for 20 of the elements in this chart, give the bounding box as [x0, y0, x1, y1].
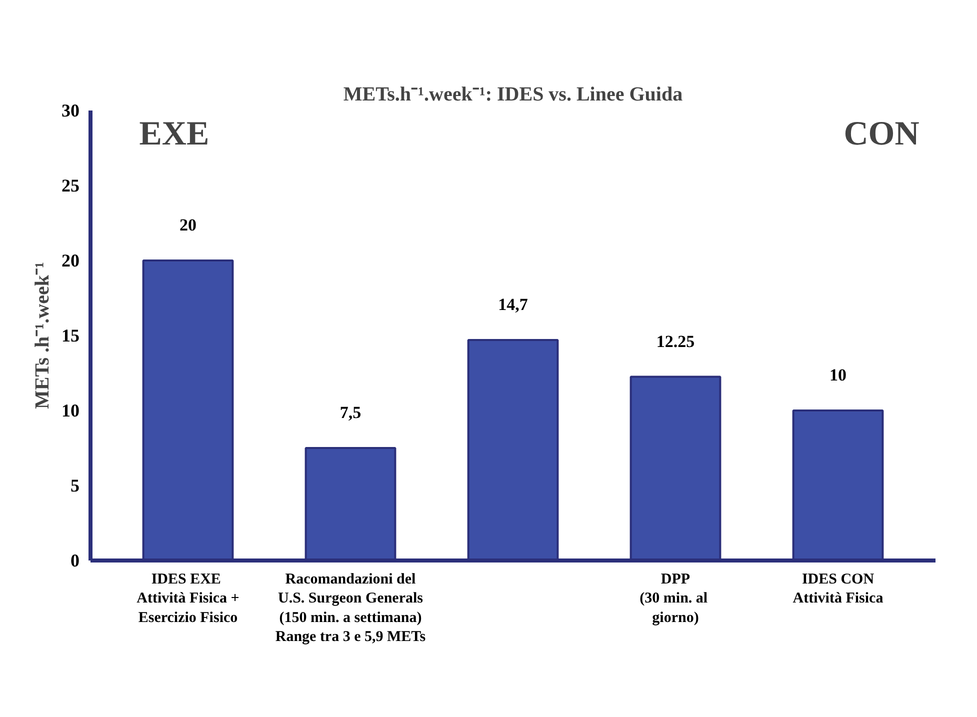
y-tick-label: 5: [70, 476, 80, 496]
y-axis-title: METs .h⁻¹.week⁻¹: [32, 262, 54, 409]
chart-title: METs.h⁻¹.week⁻¹: IDES vs. Linee Guida: [343, 84, 683, 106]
y-tick-label: 30: [62, 100, 80, 120]
x-tick-label: Racomandazioni del U.S. Surgeon Generals (150 min. a settimana) Range tra 3 e 5,9 METs: [275, 572, 426, 646]
y-tick-label: 0: [70, 550, 80, 570]
y-tick-label: 10: [62, 400, 80, 420]
data-label: 7,5: [340, 403, 362, 422]
annotation: CON: [844, 116, 920, 152]
data-label: 10: [830, 366, 846, 384]
data-label: 14,7: [498, 295, 528, 314]
y-tick-label: 20: [62, 250, 80, 270]
data-label: 12.25: [656, 332, 695, 351]
x-tick-label: IDES CON Attività Fisica: [792, 572, 884, 607]
annotation: EXE: [139, 116, 210, 152]
y-tick-label: 15: [62, 326, 80, 346]
y-tick-label: 25: [62, 176, 80, 196]
x-tick-label: IDES EXE Attività Fisica + Esercizio Fisico: [136, 572, 240, 626]
data-label: 20: [180, 216, 196, 234]
x-tick-label: DPP (30 min. al giorno): [640, 572, 708, 626]
